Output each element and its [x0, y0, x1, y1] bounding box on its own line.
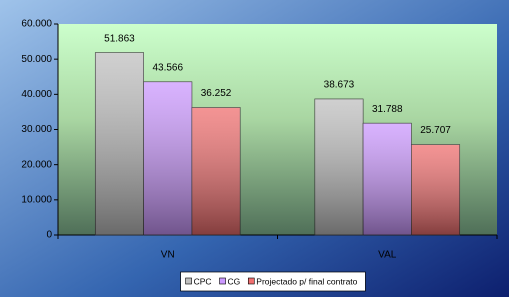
- bar: [314, 98, 364, 236]
- value-label: 43.566: [152, 62, 183, 73]
- bar: [411, 144, 461, 236]
- y-tick-label: 60.000: [21, 19, 52, 30]
- y-tick-label: 30.000: [21, 124, 52, 135]
- bar: [362, 122, 412, 236]
- value-label: 38.673: [324, 80, 355, 91]
- legend-label: CPC: [194, 276, 212, 286]
- legend-swatch: [219, 277, 226, 285]
- x-tick-label: VN: [161, 250, 175, 261]
- y-tick-label: 40.000: [21, 89, 52, 100]
- y-tick-label: 0: [46, 230, 52, 241]
- x-tick-label: VAL: [378, 250, 397, 261]
- value-label: 25.707: [420, 125, 451, 136]
- bar: [94, 52, 144, 236]
- legend: [180, 271, 366, 292]
- y-tick-label: 10.000: [21, 194, 52, 205]
- y-tick-label: 50.000: [21, 54, 52, 65]
- value-label: 31.788: [372, 104, 403, 115]
- value-label: 36.252: [201, 88, 232, 99]
- bar: [191, 107, 241, 236]
- legend-label: Projectado p/ final contrato: [256, 276, 357, 286]
- legend-swatch: [247, 277, 255, 285]
- bar: [143, 81, 193, 236]
- legend-label: CG: [228, 276, 241, 286]
- legend-swatch: [185, 277, 192, 285]
- y-tick-label: 20.000: [21, 159, 52, 170]
- value-label: 51.863: [104, 33, 135, 44]
